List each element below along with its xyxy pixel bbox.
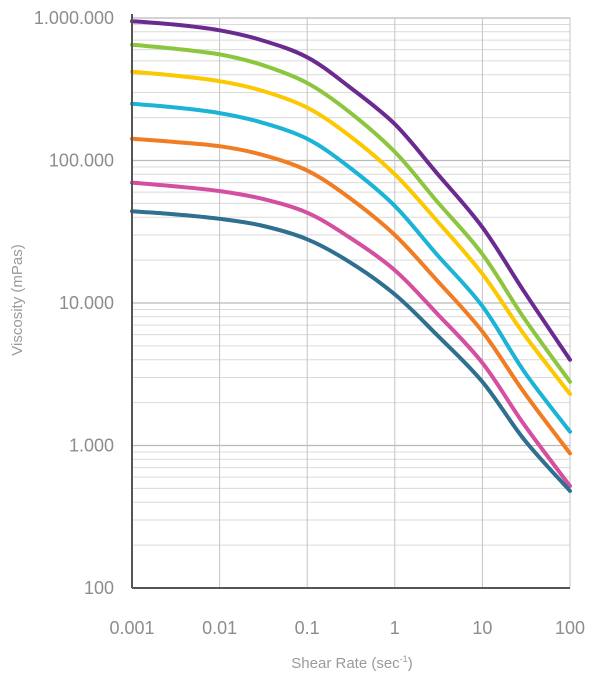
axes-layer — [131, 14, 570, 589]
x-tick-label: 100 — [555, 618, 585, 638]
y-tick-label: 100.000 — [49, 151, 114, 171]
series-line-7 — [130, 209, 572, 493]
series-line-3 — [130, 69, 572, 396]
grid-layer — [132, 17, 571, 588]
series-line-1 — [130, 19, 572, 362]
series-layer — [130, 19, 572, 493]
series-line-2 — [130, 42, 572, 384]
series-line-6 — [130, 180, 572, 488]
y-tick-label: 10.000 — [59, 293, 114, 313]
series-line-5 — [130, 136, 572, 456]
y-axis-label: Viscosity (mPas) — [9, 244, 26, 355]
x-tick-label: 0.01 — [202, 618, 237, 638]
y-tick-label: 100 — [84, 578, 114, 598]
x-tick-label: 0.001 — [109, 618, 154, 638]
x-tick-label: 10 — [472, 618, 492, 638]
x-axis-label: Shear Rate (sec-1) — [291, 654, 412, 672]
y-tick-label: 1.000.000 — [34, 8, 114, 28]
x-tick-label: 1 — [390, 618, 400, 638]
series-line-4 — [130, 101, 572, 434]
tick-labels-layer: 0.001 0.01 0.1 1 10 100 100 1.000 10.000 100.000 1… — [34, 8, 585, 638]
y-tick-label: 1.000 — [69, 436, 114, 456]
x-tick-label: 0.1 — [295, 618, 320, 638]
